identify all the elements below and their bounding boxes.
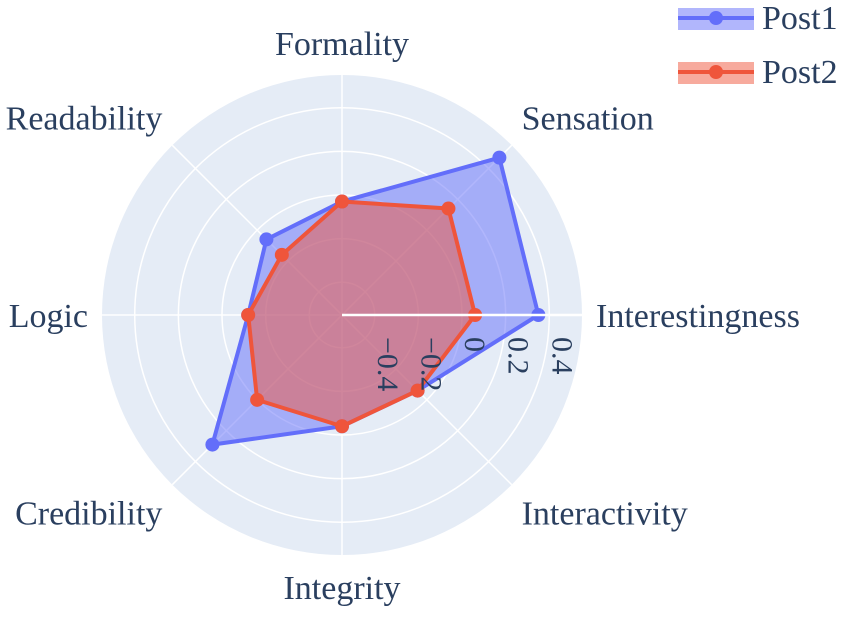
point-post2-sensation[interactable] bbox=[441, 201, 456, 216]
category-label-readability: Readability bbox=[6, 100, 163, 137]
point-post2-interactivity[interactable] bbox=[410, 383, 425, 398]
legend-label-post2: Post2 bbox=[762, 54, 838, 91]
legend-item-post2[interactable]: Post2 bbox=[678, 54, 838, 91]
point-post2-formality[interactable] bbox=[335, 194, 349, 209]
point-post2-credibility[interactable] bbox=[250, 392, 265, 407]
radial-tick-labels: −0.4 −0.2 0 0.2 0.4 bbox=[371, 337, 579, 391]
legend[interactable]: Post1 Post2 bbox=[678, 0, 838, 91]
legend-marker-post2 bbox=[709, 65, 723, 79]
point-post1-credibility[interactable] bbox=[205, 437, 220, 452]
radial-tick-1: −0.2 bbox=[414, 337, 447, 391]
radial-tick-0: −0.4 bbox=[371, 337, 404, 391]
category-label-sensation: Sensation bbox=[522, 100, 654, 137]
category-label-formality: Formality bbox=[275, 26, 409, 63]
legend-item-post1[interactable]: Post1 bbox=[678, 0, 838, 37]
radial-tick-2: 0 bbox=[458, 337, 491, 352]
point-post2-readability[interactable] bbox=[274, 247, 289, 262]
radial-tick-4: 0.4 bbox=[545, 337, 578, 375]
category-label-integrity: Integrity bbox=[283, 570, 400, 607]
point-post2-logic[interactable] bbox=[241, 308, 256, 322]
category-labels: Interestingness Sensation Formality Readabi… bbox=[6, 26, 800, 607]
category-label-interactivity: Interactivity bbox=[522, 496, 688, 533]
category-label-interestingness: Interestingness bbox=[596, 298, 800, 335]
legend-marker-post1 bbox=[709, 11, 723, 25]
category-label-logic: Logic bbox=[9, 298, 88, 335]
point-post2-integrity[interactable] bbox=[335, 419, 349, 434]
point-post1-readability[interactable] bbox=[259, 232, 274, 247]
legend-label-post1: Post1 bbox=[762, 0, 838, 37]
category-label-credibility: Credibility bbox=[15, 496, 162, 533]
radial-tick-3: 0.2 bbox=[502, 337, 535, 375]
point-post1-sensation[interactable] bbox=[492, 150, 507, 165]
